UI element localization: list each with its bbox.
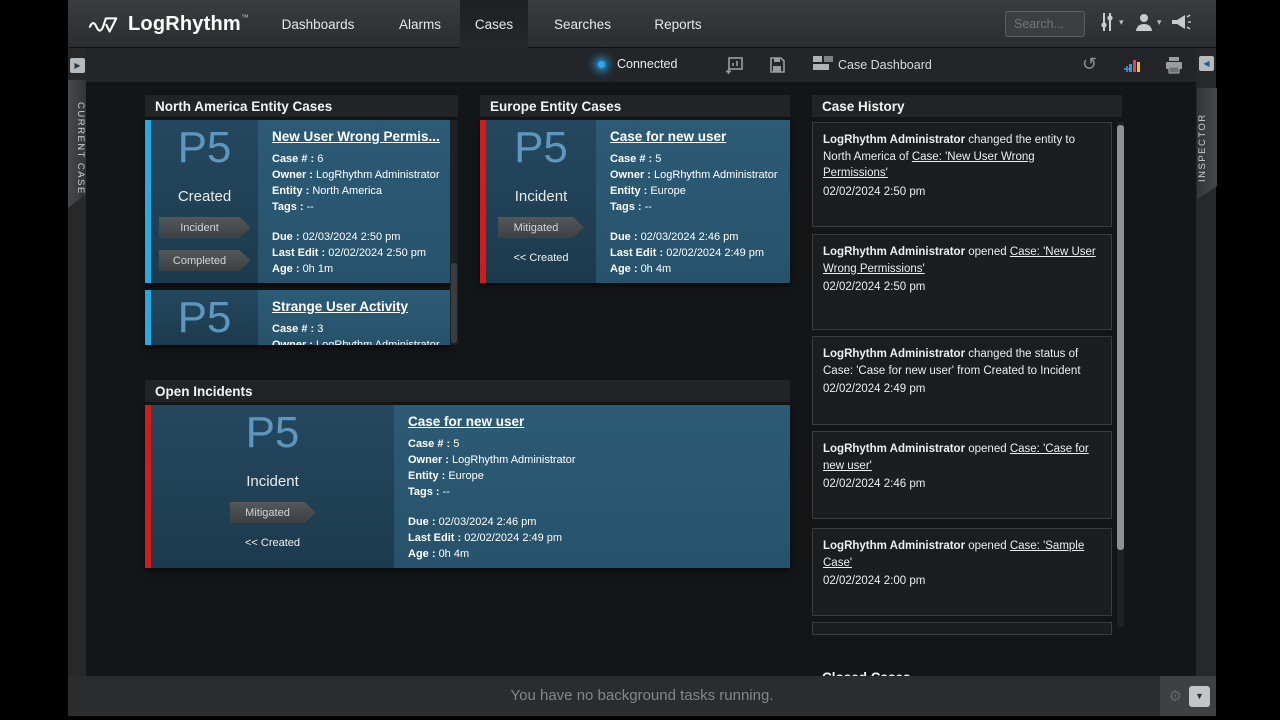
- logrhythm-wave-icon: [88, 17, 118, 33]
- dashboard-select-button[interactable]: [813, 56, 833, 77]
- open-incidents-section-heading: Open Incidents: [145, 380, 790, 402]
- case-history-scrollbar[interactable]: [1117, 122, 1124, 627]
- previous-status-link[interactable]: << Created: [244, 537, 301, 549]
- inspector-tab[interactable]: INSPECTOR: [1197, 88, 1217, 200]
- previous-status-link[interactable]: << Created: [513, 252, 569, 264]
- priority-stripe: [480, 120, 486, 283]
- chevron-down-icon: ▾: [1157, 16, 1162, 27]
- history-timestamp: 02/02/2024 2:46 pm: [823, 478, 926, 490]
- connected-dot-icon: [596, 58, 607, 70]
- sliders-icon: [1101, 13, 1113, 31]
- inspector-strip: ◀ INSPECTOR: [1196, 48, 1216, 676]
- dashboard-grid-icon: [813, 56, 833, 70]
- case-status: Incident: [514, 188, 568, 205]
- top-nav: LogRhythm™ Dashboards Alarms Cases Searc…: [68, 0, 1216, 48]
- background-tasks-bar: You have no background tasks running. ⚙ …: [68, 676, 1216, 716]
- chevron-down-icon: ▾: [1119, 16, 1124, 27]
- case-status: Incident: [246, 473, 299, 490]
- nav-searches[interactable]: Searches: [553, 16, 612, 32]
- priority-label: P5: [177, 293, 232, 342]
- priority-label: P5: [177, 123, 232, 172]
- case-link[interactable]: Case: 'Sample Case': [823, 540, 1085, 569]
- priority-label: P5: [245, 408, 300, 457]
- history-timestamp: 02/02/2024 2:50 pm: [823, 281, 926, 293]
- case-title-link[interactable]: Case for new user: [408, 414, 525, 429]
- priority-stripe: [145, 120, 151, 283]
- nav-dashboards[interactable]: Dashboards: [281, 16, 355, 32]
- chart-colored-icon: [1124, 60, 1140, 72]
- case-history-heading: Case History: [812, 95, 1122, 117]
- save-icon: [770, 57, 785, 73]
- status-action-button[interactable]: Incident: [159, 217, 251, 238]
- download-tasks-button[interactable]: ▼: [1189, 685, 1210, 707]
- current-case-tab[interactable]: CURRENT CASE: [68, 80, 86, 208]
- download-icon: ▼: [1195, 691, 1204, 701]
- case-title-link[interactable]: Case for new user: [610, 129, 727, 144]
- na-section-scrollbar[interactable]: [450, 120, 458, 345]
- print-button[interactable]: [1165, 56, 1183, 79]
- case-history-entry: LogRhythm Administrator changed the stat…: [812, 336, 1112, 425]
- brand-trademark: ™: [240, 12, 249, 22]
- collapse-left-icon: ◀: [1203, 59, 1210, 68]
- current-case-strip: ▶ CURRENT CASE: [68, 48, 86, 676]
- nav-cases[interactable]: Cases: [460, 0, 528, 48]
- filter-settings-menu[interactable]: ▾: [1098, 12, 1124, 32]
- megaphone-icon: [1172, 14, 1191, 30]
- north-america-section-heading: North America Entity Cases: [145, 95, 458, 117]
- priority-stripe: [145, 405, 151, 568]
- status-action-button[interactable]: Mitigated: [230, 502, 316, 523]
- background-tasks-message: You have no background tasks running.: [510, 687, 774, 704]
- case-history-entry: LogRhythm Administrator opened Case: 'Ca…: [812, 431, 1112, 519]
- case-history-entry: LogRhythm Administrator opened Case: 'Ne…: [812, 234, 1112, 330]
- new-chart-button[interactable]: [1124, 56, 1142, 79]
- user-menu[interactable]: ▾: [1134, 12, 1162, 32]
- case-dashboard-toolbar: Connected Case Dashb: [68, 48, 1216, 83]
- dashboard-title[interactable]: Case Dashboard: [838, 58, 932, 72]
- user-icon: [1136, 14, 1152, 31]
- case-status: Created: [177, 188, 232, 205]
- case-title-link[interactable]: New User Wrong Permis...: [272, 129, 440, 144]
- europe-section-heading: Europe Entity Cases: [480, 95, 790, 117]
- add-widget-button[interactable]: [725, 56, 743, 79]
- announcements-button[interactable]: [1170, 12, 1192, 32]
- history-timestamp: 02/02/2024 2:00 pm: [823, 575, 926, 587]
- status-bar-controls: ⚙ ▼: [1160, 676, 1216, 716]
- reset-button[interactable]: ↺: [1082, 55, 1097, 75]
- history-timestamp: 02/02/2024 2:49 pm: [823, 383, 926, 395]
- play-icon: ▶: [74, 61, 81, 70]
- status-action-button[interactable]: Completed: [159, 250, 251, 271]
- case-card[interactable]: P5 Incident Mitigated << Created Case fo…: [480, 120, 790, 283]
- case-card[interactable]: P5 Incident Mitigated << Created Case fo…: [145, 405, 790, 568]
- save-layout-button[interactable]: [768, 56, 786, 79]
- gear-icon[interactable]: ⚙: [1168, 688, 1182, 705]
- printer-icon: [1166, 57, 1182, 74]
- case-card[interactable]: P5 Created Incident Completed New User W…: [145, 120, 450, 283]
- case-link[interactable]: Case: 'New User Wrong Permissions': [823, 150, 1035, 180]
- logrhythm-logo[interactable]: LogRhythm™: [88, 0, 249, 48]
- nav-alarms[interactable]: Alarms: [398, 16, 441, 32]
- nav-reports[interactable]: Reports: [654, 16, 702, 32]
- case-card[interactable]: P5 Strange User Activity Case #3 OwnerLo…: [145, 290, 450, 345]
- search-input[interactable]: [1005, 11, 1085, 37]
- connection-label: Connected: [617, 57, 678, 71]
- closed-cases-heading: Closed Cases: [812, 666, 1122, 677]
- priority-stripe: [145, 290, 151, 345]
- case-history-entry: LogRhythm Administrator changed the enti…: [812, 122, 1112, 227]
- add-chart-icon: [726, 57, 743, 74]
- case-link[interactable]: Case: 'Case for new user': [823, 443, 1089, 472]
- connection-status: Connected: [596, 57, 677, 71]
- collapse-inspector-button[interactable]: ◀: [1199, 56, 1214, 71]
- app-window: LogRhythm™ Dashboards Alarms Cases Searc…: [68, 0, 1216, 716]
- case-history-entry: [812, 622, 1112, 635]
- case-title-link[interactable]: Strange User Activity: [272, 299, 409, 314]
- undo-icon: ↺: [1082, 54, 1098, 74]
- expand-current-case-button[interactable]: ▶: [70, 58, 85, 73]
- brand-name: LogRhythm: [128, 12, 241, 35]
- status-action-button[interactable]: Mitigated: [498, 217, 584, 238]
- case-history-entry: LogRhythm Administrator opened Case: 'Sa…: [812, 528, 1112, 616]
- case-link[interactable]: Case: 'New User Wrong Permissions': [823, 246, 1096, 275]
- dashboard-main: North America Entity Cases P5 Created In…: [86, 83, 1196, 676]
- history-timestamp: 02/02/2024 2:50 pm: [823, 185, 926, 198]
- priority-label: P5: [514, 123, 568, 172]
